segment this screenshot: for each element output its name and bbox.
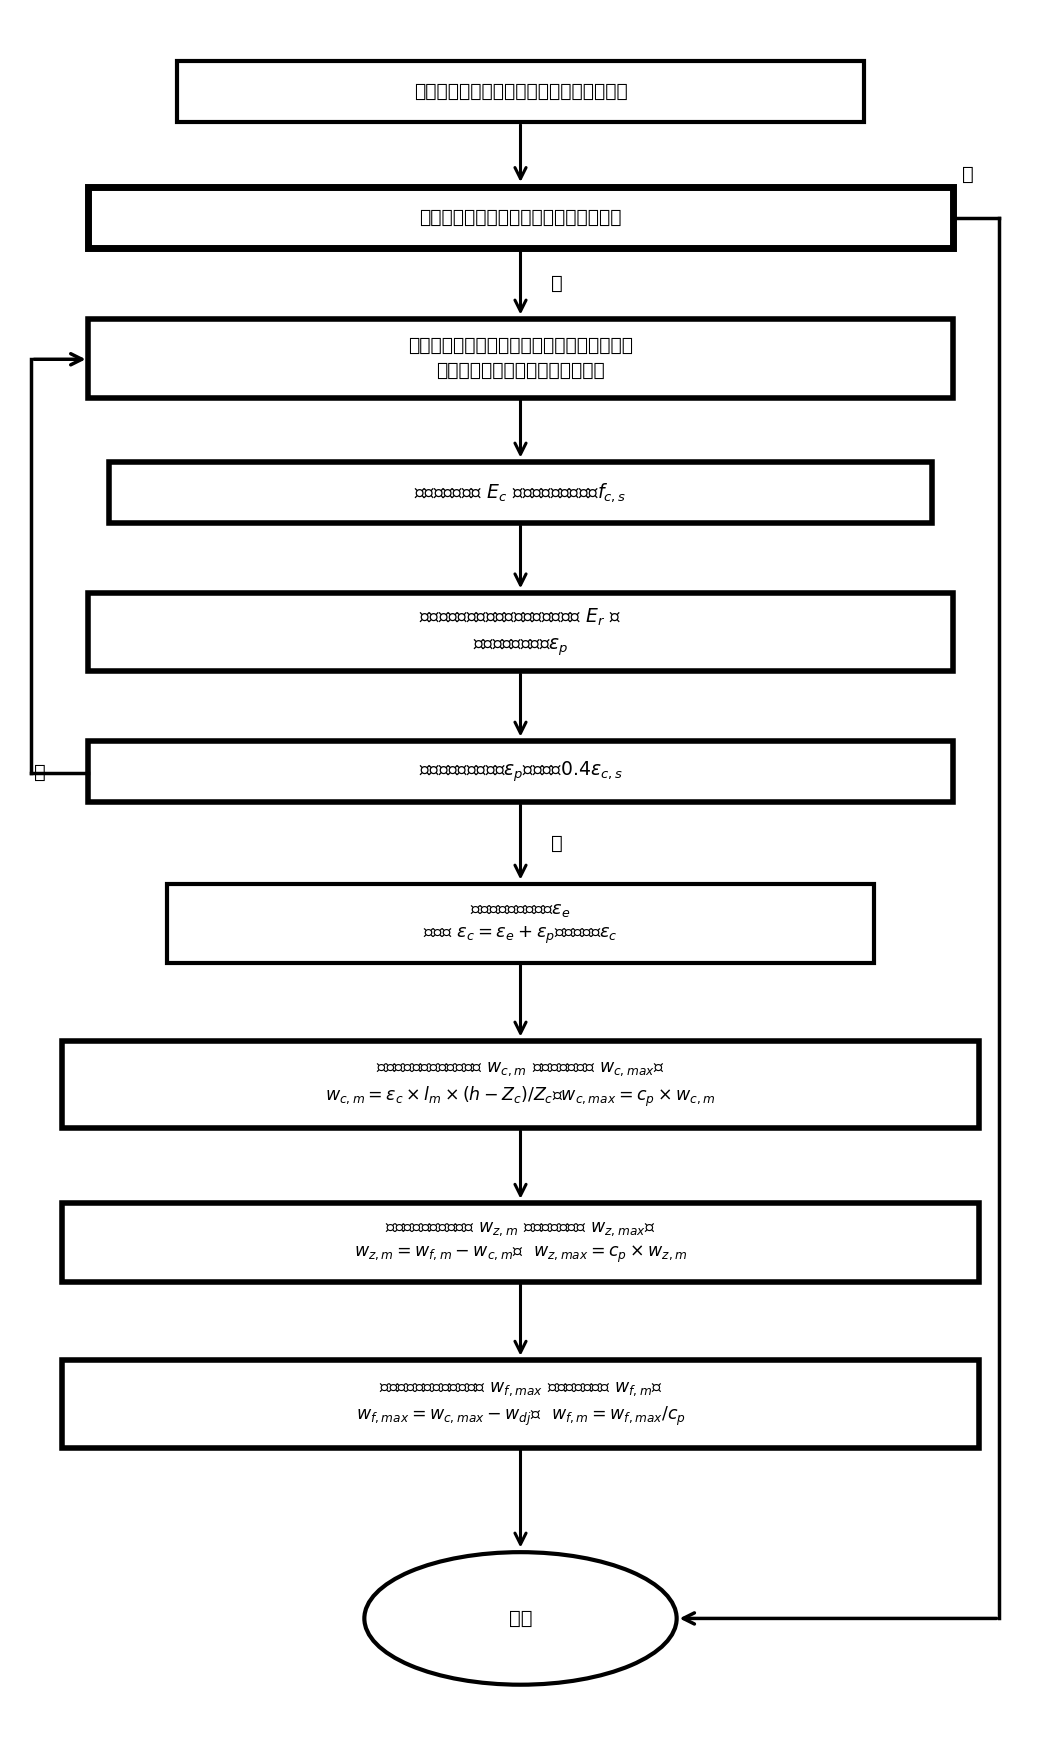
Text: 跨中截面受压区测得的混凝土弹性模量 $\mathit{E_r}$ 推
算混凝土残余应变$\mathit{\varepsilon_p}$: 跨中截面受压区测得的混凝土弹性模量 $\mathit{E_r}$ 推 算混凝土残…	[420, 607, 621, 657]
FancyBboxPatch shape	[88, 741, 953, 802]
Text: 现场检测自重下梁底裂缝宽度和间距特征值: 现场检测自重下梁底裂缝宽度和间距特征值	[413, 82, 628, 101]
Text: 否: 否	[551, 834, 563, 853]
FancyBboxPatch shape	[109, 462, 932, 523]
FancyBboxPatch shape	[88, 187, 953, 248]
FancyBboxPatch shape	[88, 593, 953, 671]
Text: 计算应力相关平均裂缝宽度 $\mathit{w_{c,m}}$ 和最大裂缝宽度 $\mathit{w_{c,max}}$：
$\mathit{w_{c,m}=\: 计算应力相关平均裂缝宽度 $\mathit{w_{c,m}}$ 和最大裂缝宽度 …	[325, 1060, 716, 1109]
Text: 否: 否	[551, 274, 563, 293]
Text: 评定实测裂缝最大宽度是否满足规范要求: 评定实测裂缝最大宽度是否满足规范要求	[420, 208, 621, 227]
Ellipse shape	[364, 1552, 677, 1685]
Text: 是: 是	[962, 166, 974, 183]
FancyBboxPatch shape	[62, 1360, 979, 1448]
Text: 结束: 结束	[509, 1610, 532, 1627]
FancyBboxPatch shape	[62, 1041, 979, 1128]
FancyBboxPatch shape	[177, 61, 864, 122]
Text: 跨中区域分为受压、受拉及不受力的中性区，
无损检测各区域的混凝土弹性模量: 跨中区域分为受压、受拉及不受力的中性区， 无损检测各区域的混凝土弹性模量	[408, 337, 633, 380]
Text: 评定混凝土残余应变$\mathit{\varepsilon_p}$是否大于$0.4\mathit{\varepsilon_{c,s}}$: 评定混凝土残余应变$\mathit{\varepsilon_p}$是否大于$0.…	[418, 759, 623, 785]
Text: 计算混凝土弹性应变$\mathit{\varepsilon_e}$
由公式 $\mathit{\varepsilon_c=\varepsilon_e+\vare: 计算混凝土弹性应变$\mathit{\varepsilon_e}$ 由公式 $\…	[423, 900, 618, 947]
FancyBboxPatch shape	[167, 884, 874, 963]
FancyBboxPatch shape	[62, 1203, 979, 1282]
Text: 是: 是	[33, 764, 46, 781]
FancyBboxPatch shape	[88, 319, 953, 398]
Text: 自由变形平均裂缝宽度 $\mathit{w_{z,m}}$ 和最大裂缝宽度 $\mathit{w_{z,max}}$：
$\mathit{w_{z,m}=w_{: 自由变形平均裂缝宽度 $\mathit{w_{z,m}}$ 和最大裂缝宽度 $\…	[354, 1219, 687, 1266]
Text: 混凝土弹性模量 $\mathit{E_c}$ 推算混凝土抗压强度$\mathit{f_{c,s}}$: 混凝土弹性模量 $\mathit{E_c}$ 推算混凝土抗压强度$\mathit…	[414, 481, 627, 504]
Text: 长期应力相关最大裂缝宽度 $\mathit{w_{f,max}}$ 和平均裂缝宽度 $\mathit{w_{f,m}}$：
$\mathit{w_{f,max}: 长期应力相关最大裂缝宽度 $\mathit{w_{f,max}}$ 和平均裂缝宽…	[356, 1380, 685, 1428]
